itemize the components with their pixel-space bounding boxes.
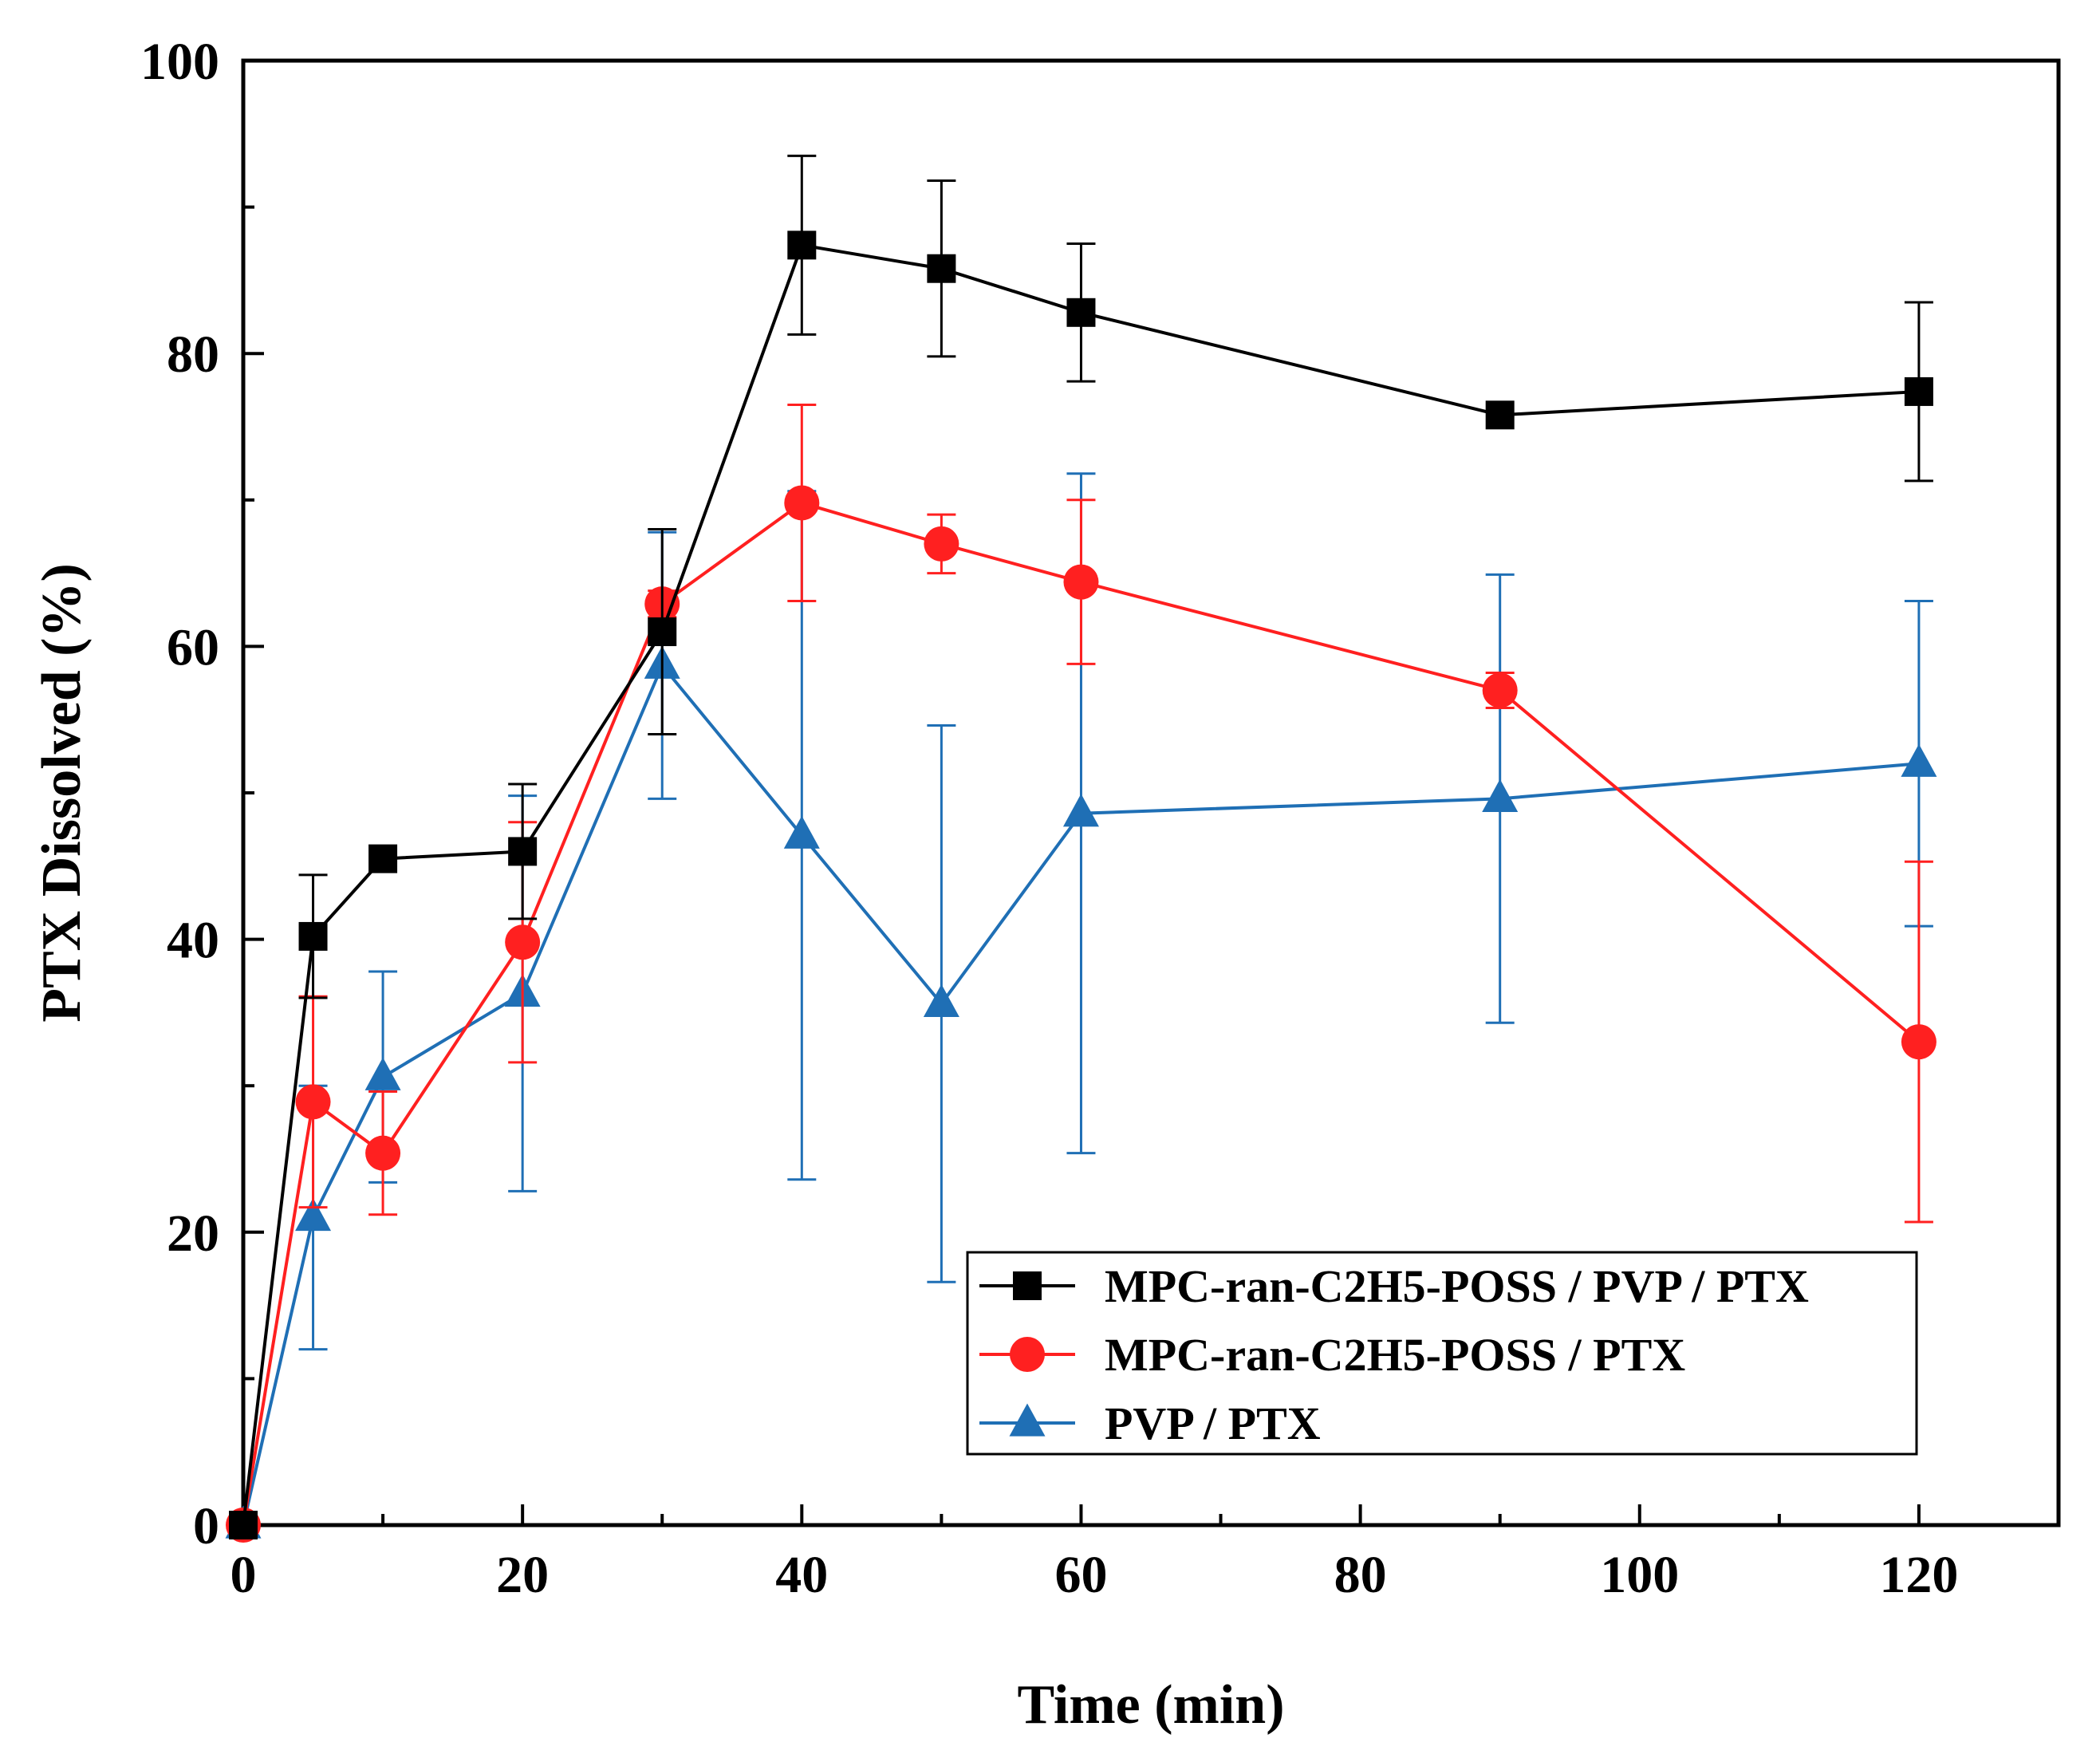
x-tick-label: 80	[1334, 1546, 1387, 1604]
legend-marker-square	[1013, 1271, 1042, 1300]
data-point	[923, 983, 959, 1018]
y-tick-label: 0	[193, 1497, 219, 1555]
series-square	[229, 154, 1933, 1539]
x-tick-label: 20	[496, 1546, 549, 1604]
series-line	[242, 243, 1920, 1526]
x-tick-label: 40	[775, 1546, 828, 1604]
data-point	[505, 924, 541, 960]
data-point	[783, 815, 820, 849]
series-line	[242, 501, 1921, 1526]
legend-marker-triangle	[1009, 1403, 1046, 1437]
data-point	[1901, 1024, 1936, 1060]
legend-marker-circle	[1010, 1337, 1045, 1372]
y-tick-label: 100	[140, 33, 219, 91]
x-tick-label: 60	[1054, 1546, 1107, 1604]
x-tick-label: 100	[1600, 1546, 1679, 1604]
data-point	[1063, 564, 1099, 600]
data-point	[927, 254, 956, 283]
data-point	[295, 1197, 332, 1232]
data-point	[1904, 376, 1933, 406]
data-point	[364, 1057, 401, 1090]
data-point	[924, 526, 959, 562]
data-point	[1062, 794, 1099, 827]
data-point	[365, 1135, 401, 1171]
y-tick-label: 20	[167, 1204, 219, 1263]
x-axis-title: Time (min)	[1017, 1674, 1284, 1736]
series-line	[242, 662, 1920, 1526]
y-tick-label: 40	[167, 912, 219, 970]
data-point	[787, 231, 817, 260]
y-axis-title: PTX Dissolved (%)	[31, 563, 93, 1023]
data-point	[1485, 400, 1515, 430]
data-point	[295, 1084, 331, 1120]
legend: MPC-ran-C2H5-POSS / PVP / PTX MPC-ran-C2H…	[966, 1251, 1918, 1456]
data-point	[784, 485, 820, 521]
x-tick-label: 0	[230, 1546, 257, 1604]
y-tick-label: 60	[167, 618, 219, 676]
data-point	[648, 617, 677, 647]
data-point	[368, 844, 398, 873]
y-tick-label: 80	[167, 325, 219, 384]
series-circle	[226, 403, 1936, 1543]
data-point	[229, 1511, 258, 1539]
legend-box	[966, 1251, 1918, 1456]
legend-label: PVP / PTX	[1105, 1397, 1321, 1449]
legend-label: MPC-ran-C2H5-POSS / PVP / PTX	[1105, 1260, 1809, 1312]
data-point	[1901, 743, 1937, 777]
legend-label: MPC-ran-C2H5-POSS / PTX	[1105, 1329, 1685, 1381]
y-axis-ticks: 0 20 40 60 80 100	[140, 33, 264, 1555]
data-point	[298, 921, 328, 951]
data-point	[508, 837, 538, 866]
x-axis-ticks: 0 20 40 60 80 100 120	[230, 1504, 2060, 1604]
x-tick-label: 120	[1879, 1546, 1958, 1604]
data-point	[1066, 298, 1096, 327]
data-point	[1482, 778, 1519, 812]
data-point	[1482, 672, 1518, 708]
series-layer	[225, 154, 1937, 1543]
